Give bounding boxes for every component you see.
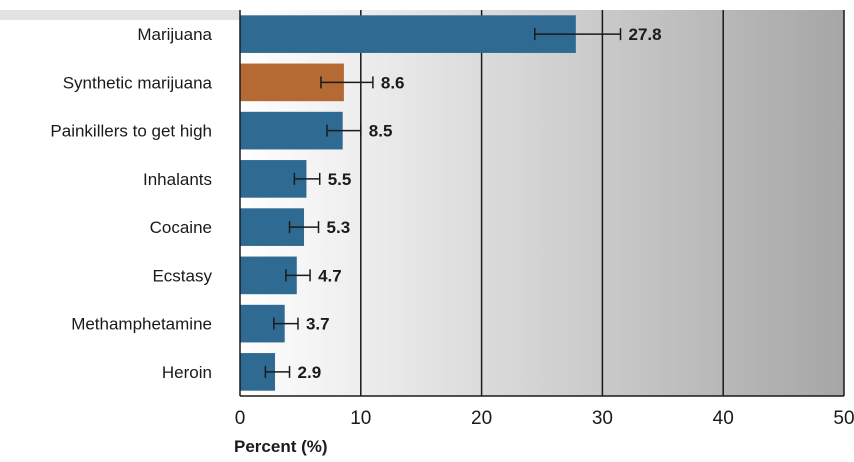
error-bars: [264, 28, 622, 378]
category-label-cocaine: Cocaine: [150, 218, 212, 237]
value-label-cocaine: 5.3: [327, 218, 351, 237]
value-label-painkillers-to-get-high: 8.5: [369, 122, 393, 141]
error-bar-inhalants: [293, 172, 321, 185]
top-left-decor-band: [0, 10, 240, 20]
x-tick-0: 0: [235, 408, 246, 429]
error-bar-heroin: [264, 365, 291, 378]
value-label-inhalants: 5.5: [328, 170, 352, 189]
category-label-ecstasy: Ecstasy: [152, 266, 212, 285]
x-tick-10: 10: [350, 408, 371, 429]
error-bar-painkillers-to-get-high: [326, 124, 362, 137]
category-label-inhalants: Inhalants: [143, 170, 212, 189]
category-label-synthetic-marijuana: Synthetic marijuana: [63, 73, 213, 92]
value-label-methamphetamine: 3.7: [306, 315, 330, 334]
x-tick-40: 40: [713, 408, 734, 429]
x-tick-30: 30: [592, 408, 613, 429]
value-labels: 27.8 8.6 8.5 5.5 5.3 4.7 3.7 2.9: [298, 25, 662, 382]
error-bar-methamphetamine: [273, 317, 299, 330]
error-bar-cocaine: [288, 221, 320, 234]
x-axis-title: Percent (%): [234, 437, 328, 456]
category-label-painkillers-to-get-high: Painkillers to get high: [50, 122, 212, 141]
error-bar-marijuana: [534, 28, 622, 41]
gridlines: [360, 10, 845, 396]
x-tick-labels: 0 10 20 30 40 50: [235, 408, 854, 429]
category-label-methamphetamine: Methamphetamine: [71, 315, 212, 334]
x-tick-50: 50: [833, 408, 854, 429]
error-bar-ecstasy: [285, 269, 311, 282]
value-label-ecstasy: 4.7: [318, 266, 342, 285]
bar-marijuana: [240, 15, 576, 53]
bar-painkillers-to-get-high: [240, 111, 343, 150]
value-label-synthetic-marijuana: 8.6: [381, 73, 405, 92]
category-label-heroin: Heroin: [162, 363, 212, 382]
x-tick-20: 20: [471, 408, 492, 429]
value-label-heroin: 2.9: [298, 363, 322, 382]
category-labels: Marijuana Synthetic marijuana Painkillers …: [50, 25, 212, 382]
error-bar-synthetic-marijuana: [320, 76, 374, 89]
category-label-marijuana: Marijuana: [137, 25, 212, 44]
value-label-marijuana: 27.8: [629, 25, 662, 44]
